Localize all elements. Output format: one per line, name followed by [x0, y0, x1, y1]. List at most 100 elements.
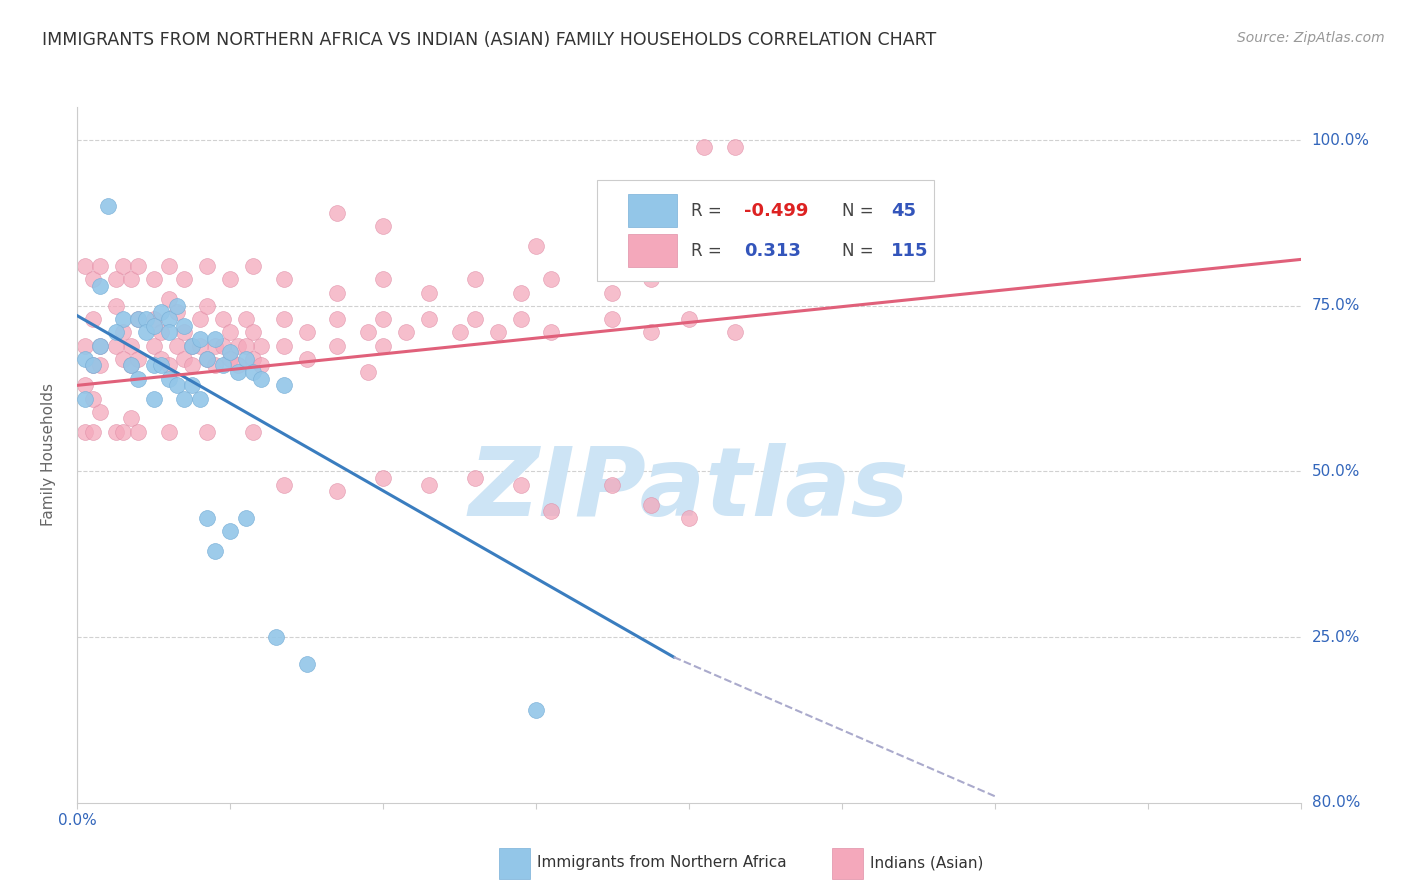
Point	[724, 140, 747, 154]
Point	[142, 359, 165, 373]
Point	[540, 272, 562, 286]
Point	[181, 378, 204, 392]
Point	[166, 338, 188, 352]
Text: R =: R =	[692, 242, 727, 260]
Point	[219, 351, 242, 366]
Point	[357, 365, 380, 379]
Point	[120, 359, 142, 373]
Text: Immigrants from Northern Africa: Immigrants from Northern Africa	[537, 855, 787, 870]
Point	[173, 392, 195, 406]
Point	[157, 326, 180, 340]
Point	[188, 312, 211, 326]
Point	[195, 425, 218, 439]
Text: Indians (Asian): Indians (Asian)	[870, 855, 984, 870]
Point	[226, 359, 249, 373]
Text: 25.0%: 25.0%	[1312, 630, 1360, 645]
Point	[226, 365, 249, 379]
Point	[602, 285, 624, 300]
Point	[295, 326, 318, 340]
Point	[89, 359, 111, 373]
Point	[211, 312, 233, 326]
Point	[693, 140, 716, 154]
Point	[142, 312, 165, 326]
Point	[273, 477, 295, 491]
Point	[449, 326, 471, 340]
Point	[242, 326, 264, 340]
Point	[371, 219, 394, 234]
Point	[273, 272, 295, 286]
Point	[173, 351, 195, 366]
Text: N =: N =	[842, 242, 879, 260]
Point	[166, 378, 188, 392]
Point	[127, 312, 149, 326]
Text: N =: N =	[842, 202, 879, 219]
Point	[219, 524, 242, 538]
Text: 80.0%: 80.0%	[1312, 796, 1360, 810]
Point	[250, 359, 273, 373]
Point	[195, 511, 218, 525]
Point	[524, 239, 547, 253]
Point	[195, 351, 218, 366]
Point	[295, 351, 318, 366]
Point	[157, 292, 180, 306]
Text: Source: ZipAtlas.com: Source: ZipAtlas.com	[1237, 31, 1385, 45]
Point	[112, 259, 135, 273]
Point	[188, 338, 211, 352]
Point	[273, 338, 295, 352]
Point	[127, 372, 149, 386]
Point	[127, 312, 149, 326]
Point	[82, 359, 104, 373]
Point	[150, 326, 173, 340]
Text: 45: 45	[891, 202, 915, 219]
Point	[181, 338, 204, 352]
Point	[104, 425, 127, 439]
Point	[242, 259, 264, 273]
Point	[371, 312, 394, 326]
Point	[135, 326, 157, 340]
Text: IMMIGRANTS FROM NORTHERN AFRICA VS INDIAN (ASIAN) FAMILY HOUSEHOLDS CORRELATION : IMMIGRANTS FROM NORTHERN AFRICA VS INDIA…	[42, 31, 936, 49]
Point	[127, 259, 149, 273]
Point	[73, 392, 96, 406]
Point	[150, 305, 173, 319]
Point	[195, 299, 218, 313]
Point	[326, 285, 349, 300]
Point	[678, 233, 700, 247]
Point	[250, 338, 273, 352]
Point	[173, 272, 195, 286]
Point	[181, 359, 204, 373]
Point	[724, 326, 747, 340]
Point	[195, 259, 218, 273]
Point	[724, 245, 747, 260]
Point	[112, 326, 135, 340]
Text: 100.0%: 100.0%	[1312, 133, 1369, 148]
Point	[142, 318, 165, 333]
Text: 0.313: 0.313	[744, 242, 801, 260]
Point	[235, 351, 257, 366]
Point	[173, 326, 195, 340]
Point	[150, 351, 173, 366]
Point	[509, 285, 531, 300]
FancyBboxPatch shape	[598, 180, 934, 281]
Point	[166, 305, 188, 319]
Point	[120, 338, 142, 352]
Point	[89, 338, 111, 352]
Point	[127, 351, 149, 366]
Point	[326, 484, 349, 499]
Point	[173, 318, 195, 333]
Point	[219, 326, 242, 340]
Y-axis label: Family Households: Family Households	[42, 384, 56, 526]
Point	[73, 378, 96, 392]
Point	[135, 312, 157, 326]
Point	[418, 477, 440, 491]
Text: 75.0%: 75.0%	[1312, 298, 1360, 313]
Point	[157, 359, 180, 373]
Point	[602, 477, 624, 491]
Point	[509, 312, 531, 326]
Point	[219, 272, 242, 286]
Point	[89, 279, 111, 293]
Point	[418, 312, 440, 326]
Point	[82, 392, 104, 406]
Point	[640, 326, 662, 340]
Point	[464, 471, 486, 485]
Point	[326, 338, 349, 352]
